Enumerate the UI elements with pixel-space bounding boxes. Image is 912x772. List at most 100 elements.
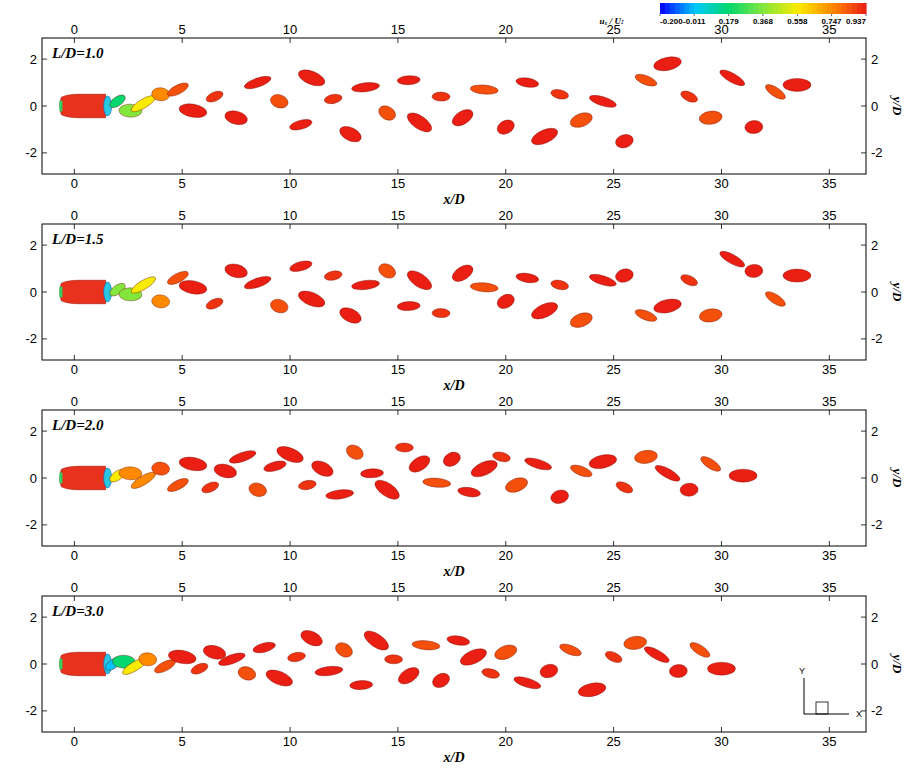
x-tick-label-top: 0 [71,580,78,595]
colorbar-cell [817,3,823,14]
colorbar-cell [807,3,813,14]
y-tick [42,245,47,246]
vortex [404,267,434,293]
vortex [538,662,559,679]
x-tick-label: 5 [179,362,186,377]
vortex [577,681,607,700]
y-axis-title: y/D [890,281,905,302]
x-tick-top [505,596,506,601]
vortex [217,650,246,668]
frame [42,224,866,360]
x-tick-label: 15 [391,548,405,563]
x-tick-label: 35 [822,548,836,563]
colorbar-tick [831,14,832,16]
y-tick-right [861,245,866,246]
vortex [243,74,272,92]
x-tick-label-top: 25 [606,580,620,595]
vortex [296,67,327,90]
x-tick [829,355,830,360]
x-tick-label-top: 30 [714,208,728,223]
vortex [653,55,683,74]
y-tick [42,710,47,711]
x-tick-label: 10 [283,734,297,749]
vortex [550,279,570,292]
x-axis-title: x/D [443,750,465,765]
x-tick-label: 35 [822,176,836,191]
vortex [178,455,208,473]
colorbar-cell [841,3,847,14]
y-tick-label-right: 2 [871,610,878,625]
marks [108,55,811,150]
vortex [669,664,688,678]
triad-box [816,702,828,714]
x-tick-label-top: 0 [71,208,78,223]
vortex [698,110,723,126]
vortex [200,480,220,495]
colorbar-cell [714,3,720,14]
vortex [412,640,441,651]
vortex [247,481,268,499]
y-tick-label: -2 [25,145,37,160]
vortex [243,274,272,292]
vortex [634,449,659,465]
x-tick [505,169,506,174]
x-tick [397,727,398,732]
y-tick-label: 2 [30,610,37,625]
vortex [653,463,682,484]
x-tick-top [829,224,830,229]
x-tick [721,541,722,546]
x-tick-top [397,596,398,601]
x-tick-top [721,596,722,601]
frame [42,410,866,546]
x-tick-top [397,38,398,43]
body-shape [60,280,106,303]
x-tick-top [74,38,75,43]
x-tick-label-top: 35 [822,394,836,409]
vortex [529,299,560,322]
vortex [309,458,335,480]
x-tick [721,727,722,732]
vortex [432,92,450,101]
colorbar-cell [719,3,725,14]
x-tick-top [182,596,183,601]
x-tick [613,355,614,360]
x-tick [505,727,506,732]
vortex [558,642,583,659]
colorbar-cell [856,3,862,14]
vortex [699,454,723,474]
colorbar-cell [670,3,676,14]
vortex [166,476,191,494]
x-tick-top [290,38,291,43]
x-tick-label: 35 [822,734,836,749]
vortex [129,274,158,296]
x-tick-top [290,224,291,229]
vortex [324,269,343,281]
x-tick-label-top: 20 [499,22,513,37]
vortex [515,76,539,88]
vortex [350,680,373,690]
y-tick-label: 2 [30,238,37,253]
vortex [337,123,363,145]
colorbar-cell [675,3,681,14]
vortex [614,267,635,284]
x-tick-label: 15 [391,734,405,749]
x-tick-label: 30 [714,734,728,749]
x-tick [182,727,183,732]
y-tick-label-right: -2 [871,145,883,160]
y-tick [42,524,47,525]
x-tick-label-top: 5 [179,394,186,409]
vortex [298,479,317,491]
vortex [269,92,290,110]
y-tick [42,106,47,107]
y-axis-title: y/D [890,653,905,674]
vortex [151,461,170,476]
panel-title: L/D=3.0 [51,603,104,619]
marks [103,627,735,699]
y-tick [42,478,47,479]
x-tick [505,355,506,360]
vortex [178,278,208,296]
y-tick-label-right: -2 [871,331,883,346]
panel-title: L/D=2.0 [51,417,104,433]
colorbar-cell [709,3,715,14]
body-nose [59,473,62,484]
